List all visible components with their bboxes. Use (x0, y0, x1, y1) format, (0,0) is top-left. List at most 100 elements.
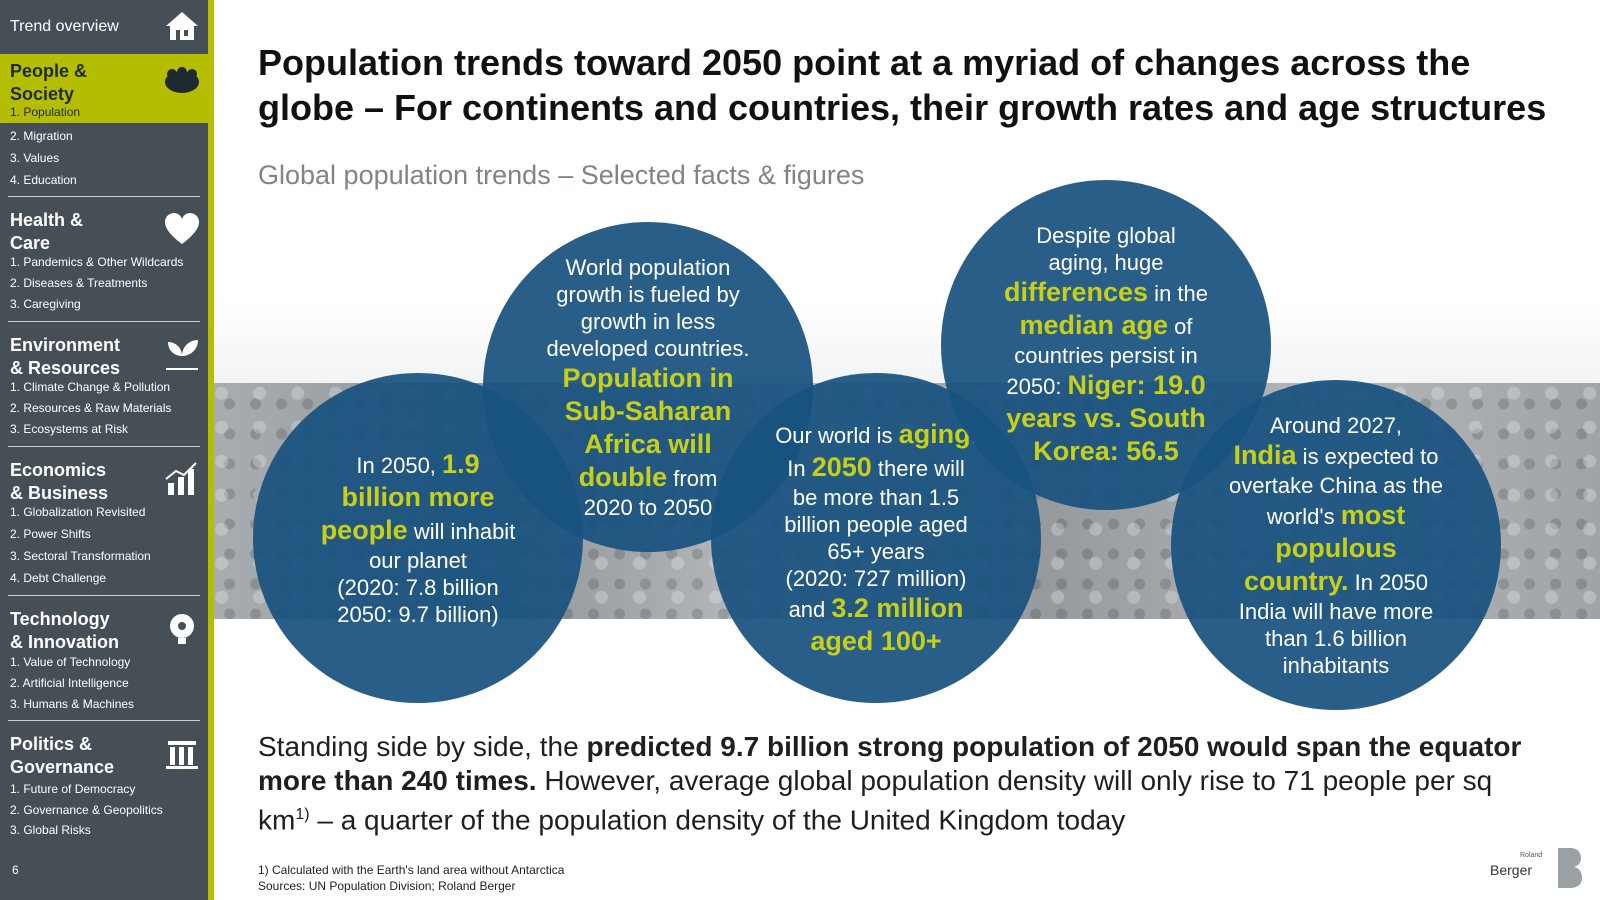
sidebar-item-power-shifts[interactable]: 2. Power Shifts (10, 527, 91, 541)
fact-highlight: billion more (341, 482, 495, 512)
fact-text: Around 2027, (1269, 412, 1403, 438)
fact-text: India will have more (1238, 598, 1434, 624)
section-title-technology[interactable]: Technology & Innovation (10, 608, 119, 654)
section-title-politics[interactable]: Politics & Governance (10, 733, 114, 779)
summary-paragraph: Standing side by side, the predicted 9.7… (258, 730, 1548, 837)
fact-text: 65+ years (827, 539, 925, 564)
section-technology-innovation[interactable]: Technology & Innovation (0, 602, 208, 652)
sidebar-item-caregiving[interactable]: 3. Caregiving (10, 297, 81, 311)
fact-text: In (787, 456, 812, 481)
summary-text: However, average global population densi… (258, 765, 1493, 836)
fact-line: 2050: Niger: 19.0 (1006, 369, 1205, 402)
trend-overview-link[interactable]: Trend overview (0, 0, 208, 54)
roland-berger-logo: Roland Berger (1490, 848, 1582, 892)
fact-text: Despite global (1036, 223, 1176, 248)
fact-text: World population (565, 254, 731, 280)
section-title-line: Environment (10, 335, 121, 355)
sidebar-item-pandemics[interactable]: 1. Pandemics & Other Wildcards (10, 255, 184, 269)
section-title-line: Health & (10, 210, 84, 230)
sidebar-item-education[interactable]: 4. Education (10, 173, 77, 187)
section-politics-governance[interactable]: Politics & Governance (0, 727, 208, 777)
fact-highlight: most (1340, 499, 1406, 530)
sources-text: Sources: UN Population Division; Roland … (258, 879, 516, 893)
sidebar-item-resources[interactable]: 2. Resources & Raw Materials (10, 401, 172, 415)
fact-text: countries persist in (1014, 343, 1198, 368)
section-title-environment[interactable]: Environment & Resources (10, 334, 120, 380)
fact-line: median age of (1019, 309, 1192, 342)
fact-text: overtake China as the (1228, 472, 1444, 498)
fact-text: growth is fueled by (556, 281, 740, 307)
sidebar-item-ai[interactable]: 2. Artificial Intelligence (10, 676, 129, 690)
fact-text: will inhabit (407, 519, 516, 544)
fact-text: Our world is (775, 423, 899, 448)
sidebar-item-humans-machines[interactable]: 3. Humans & Machines (10, 697, 135, 711)
fact-line: differences in the (1004, 276, 1208, 309)
summary-bold-text: predicted 9.7 billion strong population … (258, 731, 1522, 796)
logo-text: Berger (1490, 862, 1533, 878)
section-title-line: People & (10, 61, 88, 81)
fact-highlight: Korea: 56.5 (1033, 436, 1179, 466)
section-environment-resources[interactable]: Environment & Resources (0, 328, 208, 378)
fact-text: there will (871, 456, 965, 481)
fact-text: 2020 to 2050 (583, 494, 713, 520)
fact-text: In 2050 (1348, 569, 1429, 595)
fact-text: and (788, 597, 832, 622)
sidebar-item-global-risks[interactable]: 3. Global Risks (10, 823, 91, 837)
sidebar-item-globalization[interactable]: 1. Globalization Revisited (10, 505, 146, 519)
page-title: Population trends toward 2050 point at a… (258, 40, 1578, 130)
fact-highlight: Population in (562, 362, 734, 393)
divider (8, 595, 200, 596)
sidebar-item-debt-challenge[interactable]: 4. Debt Challenge (10, 571, 107, 585)
sidebar-item-population[interactable]: 1. Population (10, 105, 81, 119)
fact-line: In 2050 there will (787, 451, 964, 484)
fact-text: than 1.6 billion (1265, 625, 1407, 651)
section-title-line: Governance (10, 757, 115, 777)
page-subtitle: Global population trends – Selected fact… (258, 160, 865, 190)
sidebar-item-diseases[interactable]: 2. Diseases & Treatments (10, 276, 148, 290)
summary-text: Standing side by side, the (258, 731, 587, 762)
section-health-care[interactable]: Health & Care (0, 203, 208, 263)
section-title-line: Economics (10, 460, 107, 480)
sidebar-item-future-democracy[interactable]: 1. Future of Democracy (10, 782, 136, 796)
sidebar-item-values[interactable]: 3. Values (10, 151, 60, 165)
section-title-economics[interactable]: Economics & Business (10, 459, 108, 505)
fact-text: 2050: 9.7 billion) (337, 602, 499, 627)
footnote-marker: 1) (295, 806, 310, 823)
logo-text: Roland (1520, 852, 1543, 859)
fact-text: is expected to (1296, 443, 1439, 469)
fact-highlight: years vs. South (1006, 403, 1206, 433)
fact-text: world's (1266, 503, 1341, 529)
fact-highlight: country (1243, 565, 1341, 596)
sidebar-item-sectoral-transformation[interactable]: 3. Sectoral Transformation (10, 549, 151, 563)
fact-text: billion people aged (784, 512, 968, 537)
fact-text: 2050: (1006, 374, 1068, 399)
fact-highlight: Africa will (584, 428, 712, 459)
fact-line: people will inhabit (321, 514, 516, 547)
section-economics-business[interactable]: Economics & Business (0, 453, 208, 503)
fact-highlight: differences (1004, 277, 1149, 307)
section-title-people-society[interactable]: People & Society (10, 60, 87, 106)
fact-line: In 2050, 1.9 (356, 448, 479, 481)
section-title-line: & Resources (10, 358, 121, 378)
fact-line: double from (579, 461, 718, 494)
fact-highlight: aging (898, 419, 971, 449)
sidebar: Trend overview People & Society 1. Popul… (0, 0, 208, 900)
fact-highlight: aged 100+ (810, 626, 942, 656)
fact-line: world's most (1267, 499, 1405, 532)
sidebar-item-climate-change[interactable]: 1. Climate Change & Pollution (10, 380, 171, 394)
fact-text: In 2050, (356, 453, 443, 478)
section-title-line: Technology (10, 609, 110, 629)
sidebar-item-migration[interactable]: 2. Migration (10, 129, 73, 143)
fact-text: growth in less (580, 308, 716, 334)
fact-highlight: India (1233, 439, 1297, 470)
fact-text: of (1168, 314, 1193, 339)
fact-text: be more than 1.5 (792, 485, 960, 510)
sidebar-item-value-technology[interactable]: 1. Value of Technology (10, 655, 131, 669)
sidebar-item-ecosystems[interactable]: 3. Ecosystems at Risk (10, 422, 129, 436)
sidebar-item-geopolitics[interactable]: 2. Governance & Geopolitics (10, 803, 163, 817)
home-icon[interactable] (164, 8, 200, 44)
section-people-society[interactable]: People & Society 1. Population (0, 54, 208, 123)
section-title-health-care[interactable]: Health & Care (10, 209, 83, 255)
background-fade (214, 300, 1600, 384)
fact-highlight: median age (1019, 310, 1169, 340)
